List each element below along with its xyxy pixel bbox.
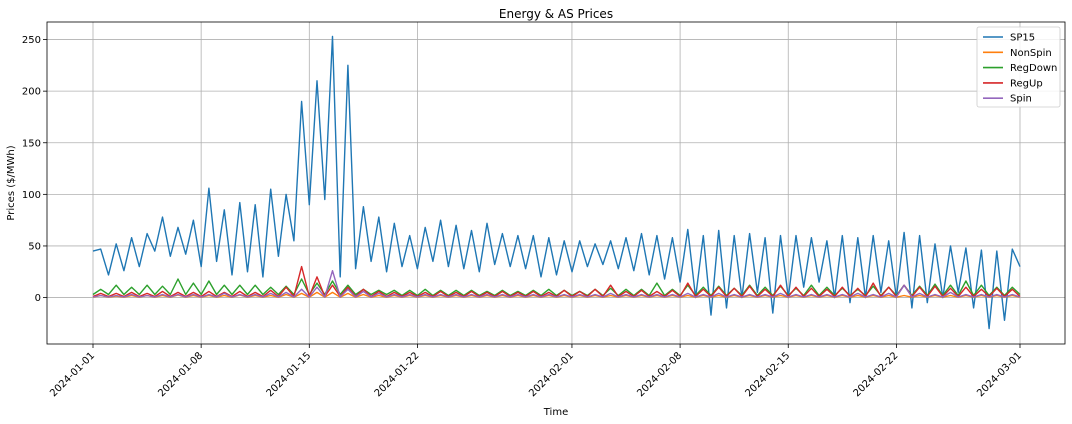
legend-label-sp15: SP15	[1010, 33, 1035, 44]
y-tick-label: 150	[22, 138, 41, 149]
series-line-spin	[92, 270, 1021, 298]
legend-label-regup: RegUp	[1010, 78, 1043, 89]
x-axis-label: Time	[543, 407, 568, 418]
y-tick-label: 100	[22, 190, 41, 201]
plot-frame	[46, 21, 1066, 345]
y-tick-label: 200	[22, 87, 41, 98]
y-axis: 0 50 100 150 200 250	[22, 35, 47, 304]
y-tick-label: 0	[35, 293, 41, 304]
y-axis-label: Prices ($/MWh)	[6, 145, 17, 220]
legend: SP15 NonSpin RegDown RegUp Spin	[976, 26, 1061, 108]
chart-title: Energy & AS Prices	[499, 7, 613, 21]
series-layer	[92, 35, 1021, 330]
legend-label-regdown: RegDown	[1010, 63, 1057, 74]
y-tick-label: 50	[28, 241, 41, 252]
legend-frame	[976, 26, 1061, 108]
legend-label-spin: Spin	[1010, 94, 1032, 105]
y-tick-label: 250	[22, 35, 41, 46]
legend-label-nonspin: NonSpin	[1010, 48, 1052, 59]
